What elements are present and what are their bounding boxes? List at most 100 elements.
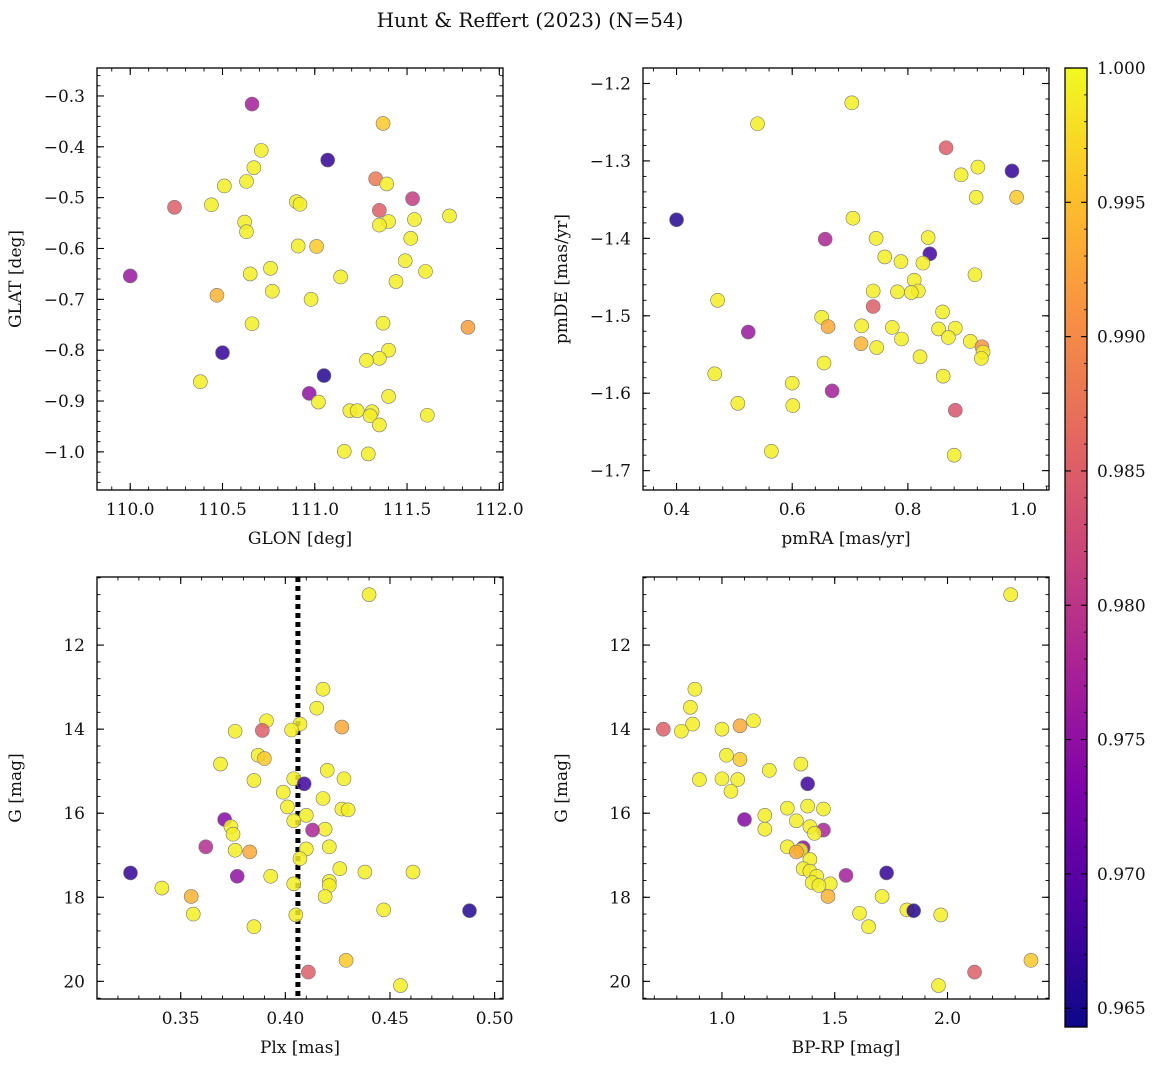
- data-point: [418, 264, 433, 279]
- colorbar-tick-label: 0.995: [1097, 193, 1146, 213]
- x-axis-label: pmRA [mas/yr]: [781, 529, 910, 549]
- data-point: [290, 238, 306, 254]
- data-point: [869, 340, 884, 355]
- data-point: [284, 722, 299, 738]
- data-point: [257, 751, 272, 766]
- y-tick-label: 16: [63, 804, 85, 824]
- data-point: [904, 285, 919, 300]
- data-point: [800, 776, 815, 792]
- data-point: [683, 699, 698, 715]
- axes-frame: [96, 67, 504, 491]
- data-point: [920, 230, 936, 245]
- data-point: [242, 266, 258, 282]
- data-point: [320, 152, 335, 168]
- data-point: [845, 210, 861, 226]
- data-point: [912, 349, 928, 365]
- data-point: [692, 772, 707, 787]
- data-point: [227, 842, 243, 858]
- x-tick-label: 110.0: [106, 500, 155, 520]
- data-point: [315, 681, 331, 697]
- data-point: [807, 826, 822, 841]
- data-point: [844, 95, 860, 111]
- x-axis-label: GLON [deg]: [248, 529, 352, 549]
- x-tick-label: 0.35: [162, 1009, 200, 1029]
- y-tick-label: −0.3: [44, 87, 85, 107]
- x-tick-label: 0.45: [371, 1009, 409, 1029]
- x-tick-label: 1.5: [821, 1009, 848, 1029]
- y-tick-label: 18: [609, 888, 631, 908]
- data-point: [740, 324, 756, 340]
- data-point: [154, 880, 170, 896]
- colorbar-tick-label: 0.975: [1097, 731, 1146, 751]
- data-point: [946, 447, 962, 463]
- data-point: [669, 212, 684, 228]
- y-tick-label: 20: [609, 972, 631, 992]
- data-point: [1004, 163, 1020, 179]
- data-point: [122, 268, 138, 284]
- data-point: [334, 719, 350, 735]
- data-point: [710, 292, 725, 308]
- data-point: [1009, 190, 1024, 205]
- data-point: [253, 143, 269, 158]
- data-point: [242, 844, 258, 860]
- data-point: [877, 249, 893, 265]
- data-point: [938, 140, 954, 156]
- x-tick-label: 2.0: [934, 1009, 961, 1029]
- y-axis-label: G [mag]: [6, 753, 26, 822]
- data-point: [968, 190, 984, 205]
- data-point: [879, 865, 894, 881]
- x-tick-label: 1.0: [1010, 500, 1037, 520]
- data-point: [685, 716, 700, 732]
- y-axis-label: pmDE [mas/yr]: [552, 214, 572, 344]
- data-point: [1023, 953, 1039, 968]
- data-point: [167, 200, 182, 215]
- data-point: [785, 398, 801, 413]
- data-point: [460, 320, 476, 335]
- y-tick-label: −1.7: [590, 462, 631, 482]
- data-point: [388, 274, 404, 289]
- data-point: [784, 375, 800, 391]
- data-point: [762, 763, 777, 778]
- colorbar-tick-label: 0.970: [1097, 865, 1146, 885]
- x-tick-label: 110.5: [198, 500, 247, 520]
- x-axis-label: Plx [mas]: [260, 1038, 340, 1058]
- data-point: [405, 864, 421, 880]
- data-point: [714, 721, 730, 737]
- data-point: [737, 812, 752, 827]
- data-point: [750, 116, 765, 132]
- y-tick-label: −1.4: [590, 229, 631, 249]
- data-point: [838, 868, 854, 883]
- y-tick-label: 12: [63, 636, 85, 656]
- data-point: [730, 395, 746, 411]
- data-point: [305, 822, 320, 838]
- data-point: [906, 903, 921, 919]
- x-tick-label: 0.40: [266, 1009, 304, 1029]
- data-point: [853, 336, 869, 351]
- data-point: [263, 868, 279, 884]
- data-point: [321, 839, 337, 855]
- data-point: [793, 756, 809, 772]
- data-point: [757, 821, 773, 837]
- y-tick-label: −1.5: [590, 307, 631, 327]
- data-point: [298, 808, 314, 823]
- data-point: [361, 587, 377, 602]
- y-tick-label: −0.9: [44, 392, 85, 412]
- x-tick-label: 112.0: [475, 500, 524, 520]
- y-tick-label: 20: [63, 972, 85, 992]
- data-point: [183, 889, 199, 904]
- y-tick-label: 14: [609, 720, 631, 740]
- data-point: [379, 176, 395, 192]
- y-tick-label: −1.2: [590, 74, 631, 94]
- data-point: [213, 756, 228, 772]
- data-point: [757, 808, 773, 823]
- data-point: [338, 953, 354, 968]
- data-point: [246, 160, 262, 175]
- figure-title: Hunt & Reffert (2023) (N=54): [377, 8, 684, 32]
- data-point: [288, 907, 304, 923]
- data-point: [707, 366, 723, 382]
- data-point: [719, 747, 734, 763]
- data-point: [317, 889, 333, 904]
- data-point: [1003, 587, 1018, 602]
- data-point: [349, 403, 365, 418]
- data-point: [811, 878, 827, 893]
